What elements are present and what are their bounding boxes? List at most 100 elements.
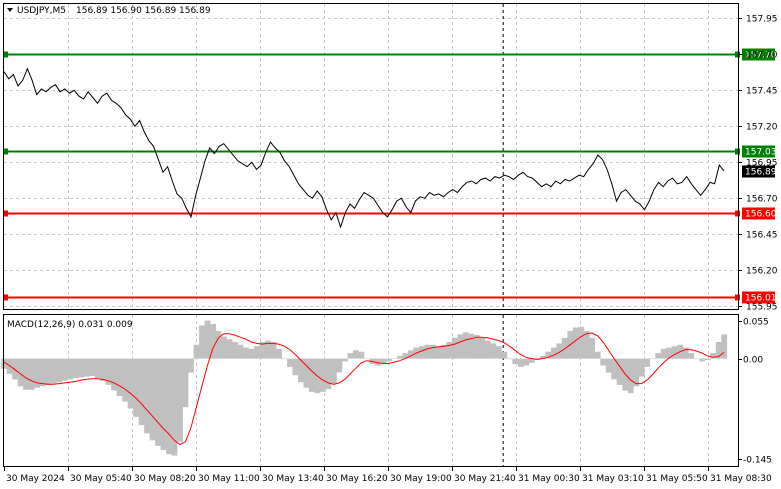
macd-histogram-bar	[276, 348, 282, 359]
macd-histogram-bar	[616, 358, 623, 385]
price-tick-label: 156.70	[746, 195, 778, 205]
macd-histogram-bar	[39, 358, 46, 387]
macd-histogram-bar	[171, 358, 178, 456]
macd-histogram-bar	[435, 346, 442, 359]
macd-histogram-bar	[688, 353, 695, 359]
price-tick-label: 157.45	[746, 87, 778, 97]
macd-histogram-bar	[699, 358, 706, 362]
macd-histogram-bar	[440, 344, 447, 359]
level-price-tag	[742, 291, 775, 304]
macd-histogram-bar	[34, 358, 40, 388]
macd-histogram-bar	[523, 358, 530, 366]
macd-histogram-bar	[67, 358, 73, 380]
dropdown-arrow-icon[interactable]	[7, 8, 13, 12]
macd-histogram-bar	[199, 325, 205, 359]
macd-histogram-bar	[539, 355, 546, 359]
price-axis: 157.95 157.70 157.45 157.20 156.95 156.70 156.…	[738, 15, 778, 313]
macd-tick-label: -0.145	[743, 456, 772, 466]
price-tick-label: 156.45	[746, 231, 778, 241]
price-series	[3, 67, 725, 229]
macd-histogram-bar	[281, 358, 288, 360]
macd-histogram-bar	[303, 358, 310, 388]
macd-histogram-bar	[517, 358, 524, 367]
macd-histogram-bar	[649, 358, 656, 360]
macd-pane-border	[3, 314, 739, 467]
time-tick-label: 30 May 21:40	[454, 474, 516, 484]
price-tick-label: 157.95	[746, 15, 778, 25]
time-tick-label: 30 May 05:40	[70, 474, 132, 484]
macd-histogram-bar	[12, 358, 18, 380]
ohlc-values: 156.89 156.90 156.89 156.89	[76, 6, 211, 16]
macd-histogram-bar	[23, 358, 29, 390]
macd-histogram-bar	[320, 358, 326, 392]
macd-histogram-bar	[479, 337, 486, 359]
macd-histogram-bar	[243, 347, 249, 359]
main-pane-border	[3, 3, 739, 310]
level-anchor	[735, 294, 740, 301]
macd-histogram-bar	[660, 348, 667, 359]
macd-histogram-bar	[655, 353, 662, 359]
macd-histogram-bar	[430, 344, 436, 359]
macd-histogram-bar	[347, 353, 354, 359]
macd-histogram-bar	[177, 358, 183, 442]
level-anchor	[3, 148, 8, 155]
macd-histogram-bar	[83, 358, 90, 377]
macd-tick-label: 0.00	[743, 356, 763, 366]
level-anchor	[735, 148, 740, 155]
macd-histogram-bar	[105, 358, 112, 385]
macd-histogram-bar	[572, 327, 579, 359]
macd-histogram-bar	[721, 334, 728, 359]
macd-histogram-bar	[666, 347, 673, 359]
macd-histogram-bar	[116, 358, 123, 396]
macd-histogram-bar	[402, 353, 409, 359]
macd-axis: 0.055 0.00 -0.145	[738, 318, 772, 466]
macd-histogram-bar	[528, 358, 535, 363]
macd-histogram-bar	[468, 333, 475, 359]
macd-histogram-bar	[693, 358, 700, 360]
macd-histogram-bar	[259, 342, 266, 359]
macd-histogram-bar	[221, 336, 227, 359]
price-line	[3, 67, 725, 229]
macd-histogram-bar	[248, 348, 255, 359]
macd-histogram-bar	[160, 358, 167, 450]
level-price-label: 156.60	[745, 210, 777, 220]
time-tick-label: 31 May 00:30	[518, 474, 580, 484]
price-tick-label: 156.20	[746, 267, 778, 277]
macd-histogram-bar	[556, 343, 563, 359]
time-tick-label: 30 May 19:00	[390, 474, 452, 484]
macd-histogram-bar	[550, 347, 557, 359]
main-grid	[4, 4, 738, 309]
macd-histogram-bar	[50, 358, 57, 384]
macd-histogram-bar	[671, 346, 678, 359]
macd-label: MACD(12,26,9) 0.031 0.009	[7, 320, 133, 330]
macd-histogram-bar	[45, 358, 51, 385]
macd-histogram-bar	[100, 358, 106, 381]
time-tick-label: 31 May 05:50	[646, 474, 708, 484]
macd-histogram-bar	[1, 358, 8, 369]
level-price-tag	[742, 145, 775, 158]
level-anchor	[3, 51, 8, 58]
level-anchor	[735, 51, 740, 58]
level-anchor	[735, 210, 740, 217]
macd-histogram-bar	[270, 342, 277, 359]
macd-histogram-bar	[710, 353, 717, 359]
time-tick-label: 30 May 2024	[6, 474, 65, 484]
macd-histogram-bar	[451, 337, 458, 359]
macd-histogram-bar	[166, 358, 172, 455]
horizontal-levels: 157.70 157.03 156.60 156.01 156.89	[3, 48, 777, 304]
time-tick-label: 30 May 08:20	[134, 474, 196, 484]
symbol-label: USDJPY,M5	[17, 6, 66, 16]
macd-histogram-bar	[495, 346, 502, 359]
macd-histogram-bar	[473, 335, 480, 359]
macd-histogram-bar	[226, 339, 233, 359]
macd-histogram-bar	[17, 358, 24, 387]
macd-signal-line	[3, 332, 725, 446]
macd-histogram-bar	[28, 358, 35, 390]
macd-histogram-bar	[353, 350, 359, 359]
macd-histogram-bar	[512, 358, 519, 365]
macd-histogram-bar	[364, 358, 370, 360]
macd-histogram-bar	[292, 358, 299, 376]
macd-histogram-bar	[397, 355, 403, 359]
level-price-label: 157.03	[745, 148, 777, 158]
